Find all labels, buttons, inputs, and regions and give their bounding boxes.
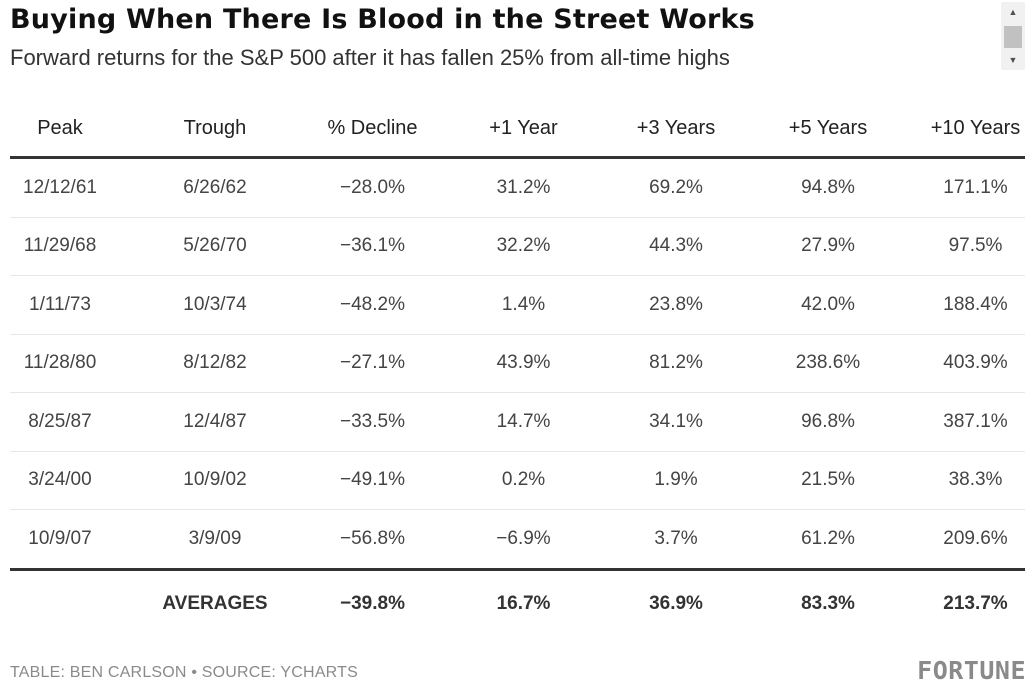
table-cell: −6.9% — [425, 509, 622, 571]
table-row: 3/24/00 10/9/02 −49.1% 0.2% 1.9% 21.5% 3… — [10, 451, 1025, 510]
table-cell: 209.6% — [926, 509, 1025, 571]
header-peak: Peak — [10, 100, 110, 159]
header-10-years: +10 Years — [926, 100, 1025, 159]
average-1-year: 16.7% — [496, 592, 551, 614]
table-cell: 3/24/00 — [10, 451, 110, 510]
table-cell: 69.2% — [622, 157, 730, 218]
table-cell: 5/26/70 — [110, 217, 320, 276]
table-row: 10/9/07 3/9/09 −56.8% −6.9% 3.7% 61.2% 2… — [10, 509, 1025, 571]
table-cell: 1/11/73 — [10, 275, 110, 335]
source-credit: TABLE: BEN CARLSON • SOURCE: YCHARTS — [10, 664, 358, 681]
table-cell: 31.2% — [425, 157, 622, 218]
average-10-years: 213.7% — [943, 592, 1008, 614]
header-5-years: +5 Years — [730, 100, 926, 159]
averages-label: AVERAGES — [162, 592, 268, 614]
table-cell: 14.7% — [425, 392, 622, 452]
table-cell: 11/29/68 — [10, 217, 110, 276]
table-cell: −36.1% — [320, 217, 425, 276]
table-cell: 171.1% — [926, 157, 1025, 218]
table-cell: 387.1% — [926, 392, 1025, 452]
table-cell: 32.2% — [425, 217, 622, 276]
table-cell: 27.9% — [730, 217, 926, 276]
fortune-logo: FORTUNE — [917, 656, 1026, 685]
average-5-years: 83.3% — [801, 592, 855, 614]
average-decline: −39.8% — [340, 592, 405, 614]
table-cell: 34.1% — [622, 392, 730, 452]
scroll-thumb[interactable] — [1004, 26, 1022, 48]
table-cell: 43.9% — [425, 334, 622, 393]
returns-table: Peak Trough % Decline +1 Year +3 Years +… — [10, 100, 1025, 637]
table-cell: 0.2% — [425, 451, 622, 510]
table-cell: 12/4/87 — [110, 392, 320, 452]
table-cell: 61.2% — [730, 509, 926, 571]
table-cell: 97.5% — [926, 217, 1025, 276]
table-cell: 238.6% — [730, 334, 926, 393]
average-3-years: 36.9% — [649, 592, 703, 614]
page-title: Buying When There Is Blood in the Street… — [10, 4, 755, 35]
table-cell: 10/9/02 — [110, 451, 320, 510]
averages-row: AVERAGES −39.8% 16.7% 36.9% 83.3% 213.7% — [10, 569, 1025, 637]
table-row: 11/29/68 5/26/70 −36.1% 32.2% 44.3% 27.9… — [10, 217, 1025, 276]
table-cell: −28.0% — [320, 157, 425, 218]
table-cell: 1.4% — [425, 275, 622, 335]
table-cell: 188.4% — [926, 275, 1025, 335]
scroll-down-icon[interactable]: ▼ — [1008, 55, 1018, 65]
header-3-years: +3 Years — [622, 100, 730, 159]
scroll-up-icon[interactable]: ▲ — [1008, 7, 1018, 17]
table-cell: 10/9/07 — [10, 509, 110, 571]
table-cell: 12/12/61 — [10, 157, 110, 218]
table-row: 1/11/73 10/3/74 −48.2% 1.4% 23.8% 42.0% … — [10, 275, 1025, 335]
table-cell: −27.1% — [320, 334, 425, 393]
header-1-year: +1 Year — [425, 100, 622, 159]
table-cell: 1.9% — [622, 451, 730, 510]
table-cell: 10/3/74 — [110, 275, 320, 335]
table-cell: 23.8% — [622, 275, 730, 335]
table-row: 11/28/80 8/12/82 −27.1% 43.9% 81.2% 238.… — [10, 334, 1025, 393]
page-subtitle: Forward returns for the S&P 500 after it… — [10, 45, 730, 70]
table-cell: 94.8% — [730, 157, 926, 218]
table-cell: 3.7% — [622, 509, 730, 571]
header-trough: Trough — [110, 100, 320, 159]
table-row: 8/25/87 12/4/87 −33.5% 14.7% 34.1% 96.8%… — [10, 392, 1025, 452]
table-cell: 6/26/62 — [110, 157, 320, 218]
table-cell: 11/28/80 — [10, 334, 110, 393]
table-cell: 81.2% — [622, 334, 730, 393]
table-header-row: Peak Trough % Decline +1 Year +3 Years +… — [10, 100, 1025, 159]
table-cell: 38.3% — [926, 451, 1025, 510]
table-cell: 42.0% — [730, 275, 926, 335]
table-cell: −56.8% — [320, 509, 425, 571]
table-cell: 8/25/87 — [10, 392, 110, 452]
table-cell: 3/9/09 — [110, 509, 320, 571]
table-cell: −33.5% — [320, 392, 425, 452]
table-cell: 403.9% — [926, 334, 1025, 393]
table-cell: 44.3% — [622, 217, 730, 276]
table-cell: −48.2% — [320, 275, 425, 335]
scrollbar[interactable]: ▲ ▼ — [1001, 2, 1025, 70]
table-cell: 96.8% — [730, 392, 926, 452]
header-decline: % Decline — [320, 100, 425, 159]
table-cell: −49.1% — [320, 451, 425, 510]
table-cell — [10, 569, 110, 637]
table-cell: 8/12/82 — [110, 334, 320, 393]
table-row: 12/12/61 6/26/62 −28.0% 31.2% 69.2% 94.8… — [10, 157, 1025, 218]
table-cell: 21.5% — [730, 451, 926, 510]
